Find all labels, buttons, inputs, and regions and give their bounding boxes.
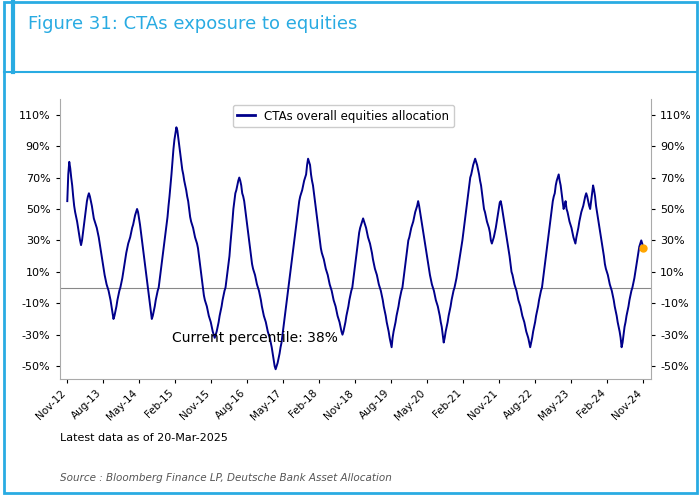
Legend: CTAs overall equities allocation: CTAs overall equities allocation xyxy=(232,105,454,127)
Text: Latest data as of 20-Mar-2025: Latest data as of 20-Mar-2025 xyxy=(60,433,228,443)
Text: Source : Bloomberg Finance LP, Deutsche Bank Asset Allocation: Source : Bloomberg Finance LP, Deutsche … xyxy=(60,473,391,483)
Text: Current percentile: 38%: Current percentile: 38% xyxy=(172,331,338,346)
Text: Figure 31: CTAs exposure to equities: Figure 31: CTAs exposure to equities xyxy=(28,15,358,33)
